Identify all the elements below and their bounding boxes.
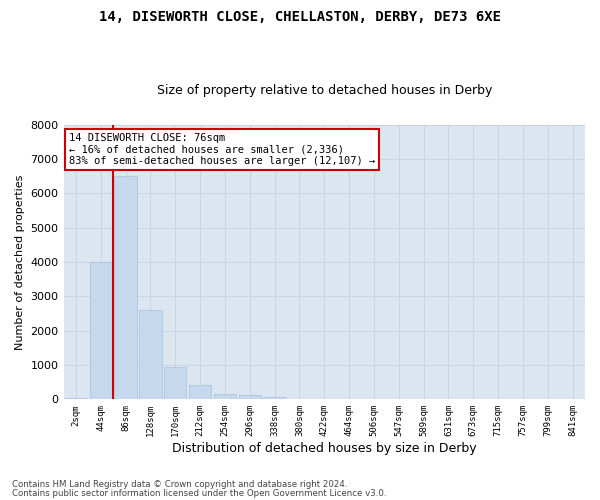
Bar [164, 366, 187, 400]
Text: 14, DISEWORTH CLOSE, CHELLASTON, DERBY, DE73 6XE: 14, DISEWORTH CLOSE, CHELLASTON, DERBY, … [99, 10, 501, 24]
Bar [214, 394, 236, 400]
Text: Contains public sector information licensed under the Open Government Licence v3: Contains public sector information licen… [12, 489, 386, 498]
Y-axis label: Number of detached properties: Number of detached properties [15, 174, 25, 350]
Bar [239, 395, 261, 400]
Bar [288, 398, 311, 400]
Title: Size of property relative to detached houses in Derby: Size of property relative to detached ho… [157, 84, 492, 97]
Bar [89, 262, 112, 400]
Bar [115, 176, 137, 400]
Bar [65, 398, 87, 400]
Text: 14 DISEWORTH CLOSE: 76sqm
← 16% of detached houses are smaller (2,336)
83% of se: 14 DISEWORTH CLOSE: 76sqm ← 16% of detac… [69, 133, 375, 166]
Text: Contains HM Land Registry data © Crown copyright and database right 2024.: Contains HM Land Registry data © Crown c… [12, 480, 347, 489]
Bar [139, 310, 161, 400]
X-axis label: Distribution of detached houses by size in Derby: Distribution of detached houses by size … [172, 442, 476, 455]
Bar [189, 385, 211, 400]
Bar [263, 396, 286, 400]
